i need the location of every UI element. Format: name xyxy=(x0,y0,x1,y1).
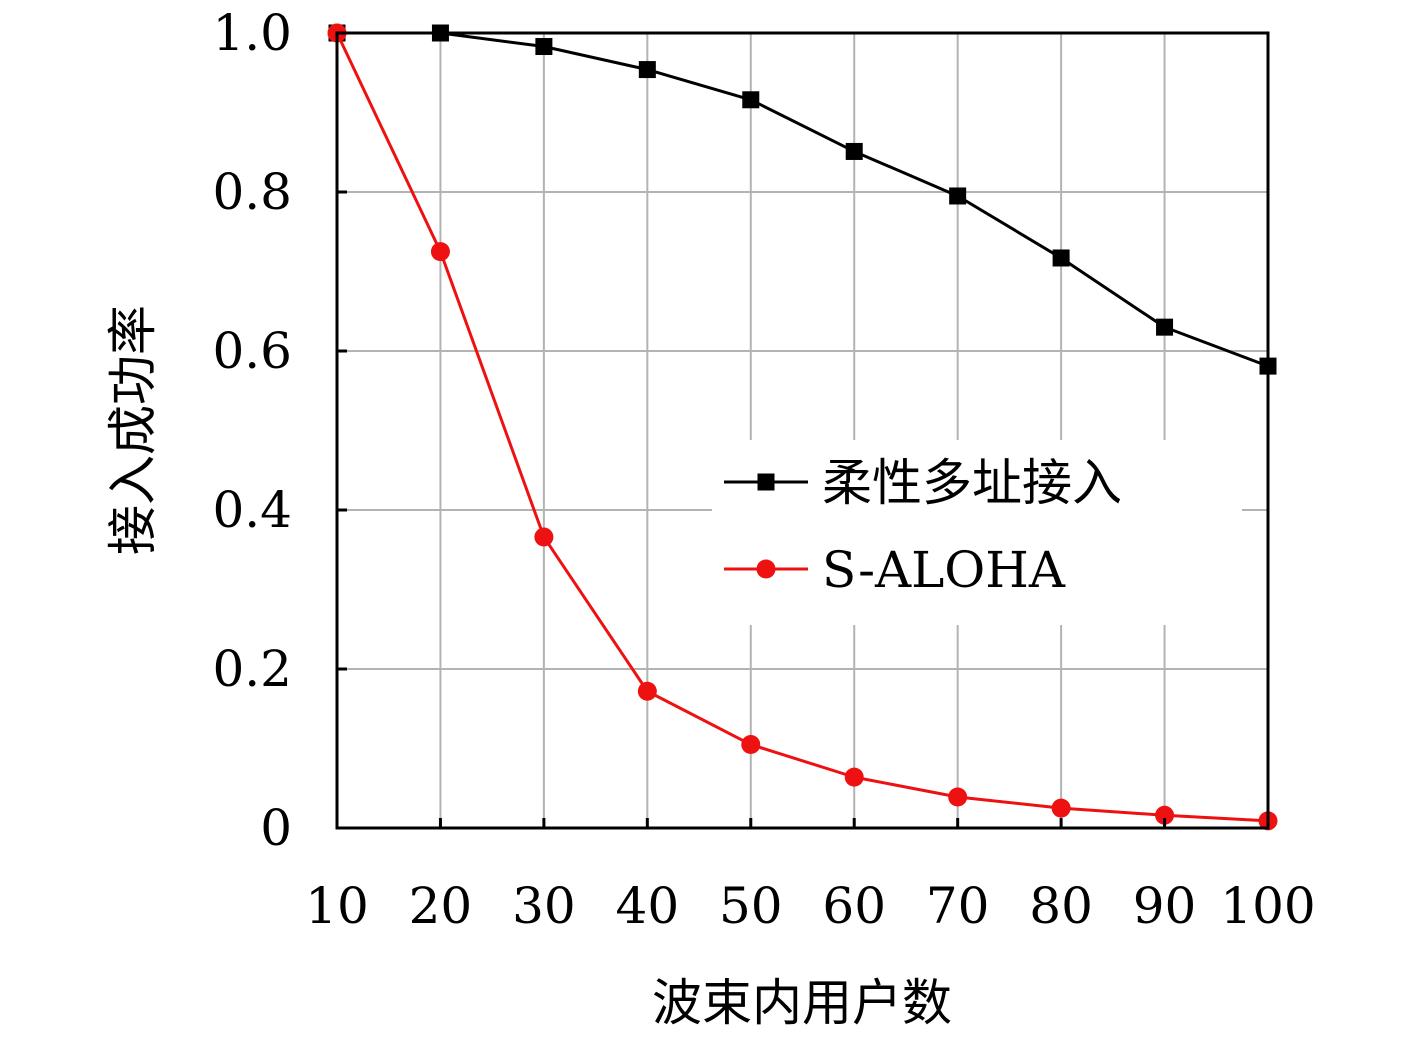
legend-item-0: 柔性多址接入 xyxy=(724,454,1122,512)
x-tick-label: 90 xyxy=(1133,877,1197,935)
y-tick-label: 0.8 xyxy=(212,163,292,221)
series-line xyxy=(335,32,1269,823)
x-tick-label: 50 xyxy=(719,877,783,935)
x-tick-label: 70 xyxy=(926,877,990,935)
grid xyxy=(337,33,1268,828)
data-point xyxy=(844,767,864,787)
y-tick-label: 0.2 xyxy=(212,640,292,698)
ticks: 10 20 30 40 50 60 70 80 90 100 0 0.2 0.4 0.6 0.8 1.0 xyxy=(212,4,1315,935)
x-tick-label: 30 xyxy=(512,877,576,935)
data-point xyxy=(535,38,553,56)
y-tick-label: 0 xyxy=(260,799,292,857)
data-point xyxy=(949,187,967,205)
series-line xyxy=(337,31,1269,368)
y-tick-label: 0.4 xyxy=(212,481,292,539)
series-0 xyxy=(328,24,1277,375)
y-tick-label: 0.6 xyxy=(212,322,292,380)
y-axis-title: 接入成功率 xyxy=(104,305,162,555)
x-tick-label: 10 xyxy=(305,877,369,935)
legend-label: 柔性多址接入 xyxy=(822,454,1122,512)
data-point xyxy=(741,735,761,755)
data-point xyxy=(742,91,760,109)
x-tick-label: 20 xyxy=(409,877,473,935)
x-tick-label: 60 xyxy=(822,877,886,935)
legend-swatch-marker xyxy=(756,559,776,579)
legend-label: S-ALOHA xyxy=(822,541,1066,599)
legend: 柔性多址接入 S-ALOHA xyxy=(712,440,1242,625)
legend-box xyxy=(712,440,1242,625)
data-point xyxy=(845,142,863,160)
data-point xyxy=(1051,798,1071,818)
legend-item-1: S-ALOHA xyxy=(724,541,1066,599)
x-tick-label: 40 xyxy=(616,877,680,935)
data-point xyxy=(638,61,656,79)
data-point xyxy=(534,527,554,547)
data-point xyxy=(1156,318,1174,336)
y-tick-label: 1.0 xyxy=(212,4,292,62)
legend-swatch-marker xyxy=(757,473,775,491)
series-layer xyxy=(327,23,1278,831)
series-1 xyxy=(327,23,1278,831)
data-point xyxy=(1052,249,1070,267)
x-axis-title: 波束内用户数 xyxy=(652,974,952,1032)
x-tick-label: 100 xyxy=(1220,877,1315,935)
data-point xyxy=(948,787,968,807)
data-point xyxy=(637,681,657,701)
data-point xyxy=(430,242,450,262)
x-tick-label: 80 xyxy=(1029,877,1093,935)
plot-frame xyxy=(335,31,1270,830)
data-point xyxy=(1155,805,1175,825)
